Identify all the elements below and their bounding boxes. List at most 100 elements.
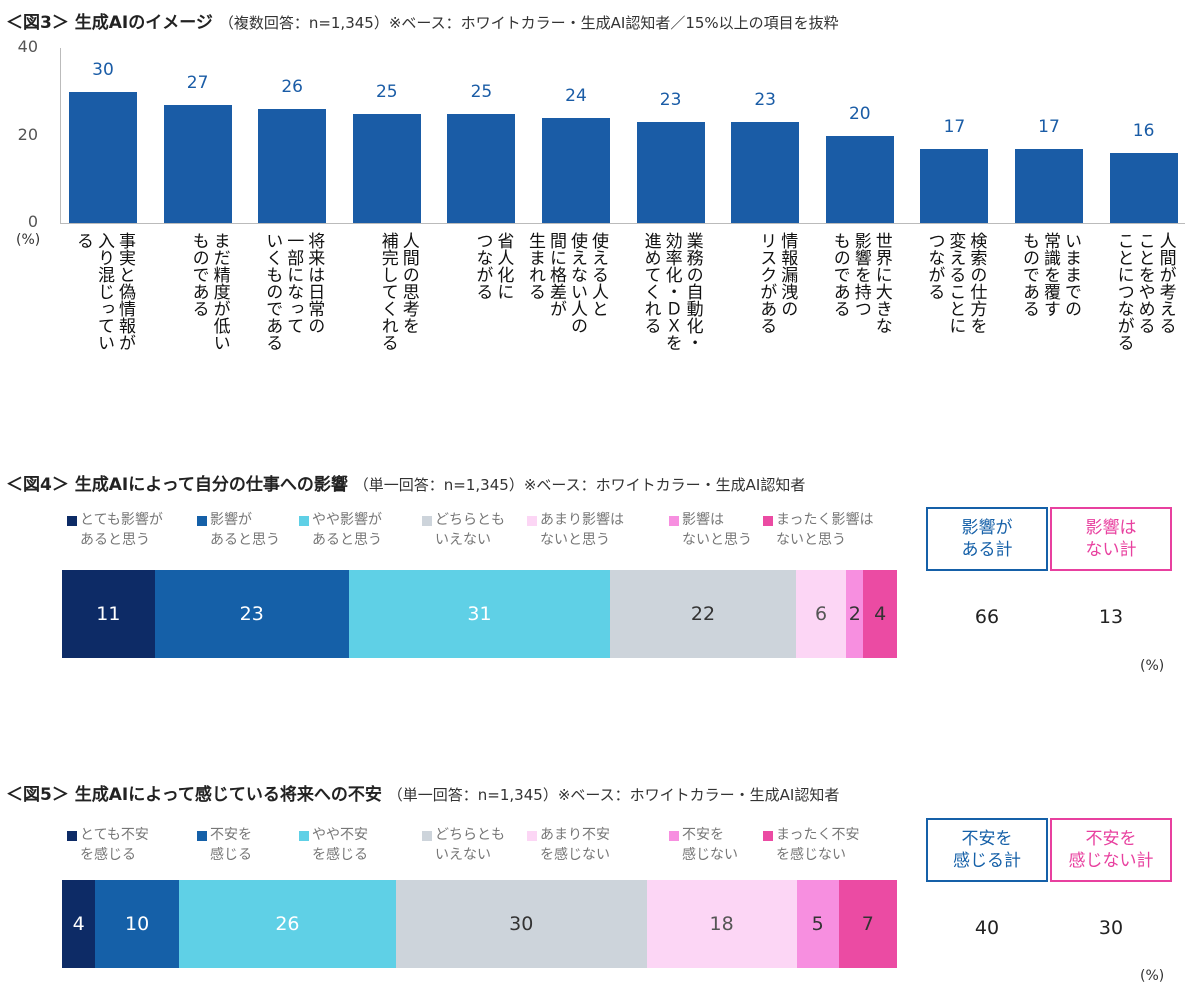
segment-value-label: 2 xyxy=(848,603,861,625)
fig5-subtitle: （単一回答：n=1,345）※ベース：ホワイトカラー・生成AI認知者 xyxy=(387,786,840,804)
fig3-data-label: 16 xyxy=(1132,121,1155,141)
legend-label: 影響が あると思う xyxy=(210,512,280,548)
bar-segment: 4 xyxy=(863,570,897,658)
total-header: 影響は ない計 xyxy=(1050,507,1172,571)
fig3-y-tick: 20 xyxy=(17,124,38,144)
segment-value-label: 22 xyxy=(690,603,716,625)
fig3-bar xyxy=(636,122,705,223)
bar-segment: 30 xyxy=(396,880,647,968)
legend-label: とても不安 を感じる xyxy=(80,827,149,863)
legend-item: どちらとも いえない xyxy=(422,510,505,550)
fig3-y-unit: (%) xyxy=(16,232,41,248)
fig3-data-label: 17 xyxy=(943,116,966,137)
legend-item: とても不安 を感じる xyxy=(67,825,149,865)
legend-label: 不安を 感じる xyxy=(210,827,252,863)
fig3-x-axis xyxy=(60,223,1185,224)
fig3-data-label: 27 xyxy=(186,72,209,93)
fig5-unit: (%) xyxy=(1140,968,1165,984)
fig3-bar xyxy=(1015,148,1083,223)
fig3-category-label: いままでの 常識を覆す ものである xyxy=(1019,232,1081,317)
legend-item: 不安を 感じる xyxy=(197,825,252,865)
segment-value-label: 18 xyxy=(709,913,734,935)
segment-value-label: 6 xyxy=(815,603,828,625)
fig5-title-main: ＜図5＞ 生成AIによって感じている将来への不安 xyxy=(6,785,382,805)
bar-segment: 26 xyxy=(178,880,396,968)
fig4-title: ＜図4＞ 生成AIによって自分の仕事への影響 （単一回答：n=1,345）※ベー… xyxy=(6,470,805,495)
legend-item: やや不安 を感じる xyxy=(299,825,368,865)
segment-value-label: 4 xyxy=(72,913,85,935)
fig3-data-label: 17 xyxy=(1038,116,1060,137)
legend-item: あまり影響は ないと思う xyxy=(527,510,624,550)
legend-item: 影響が あると思う xyxy=(197,510,280,550)
fig3-category-label: 業務の自動化・ 効率化・ＤＸを 進めてくれる xyxy=(640,232,703,351)
legend-swatch xyxy=(763,516,773,526)
legend-swatch xyxy=(669,831,679,841)
segment-value-label: 4 xyxy=(874,603,887,625)
legend-swatch xyxy=(299,516,309,526)
fig3-data-label: 26 xyxy=(281,77,303,98)
legend-item: 不安を 感じない xyxy=(669,825,738,865)
fig3-data-label: 24 xyxy=(565,86,587,106)
legend-label: やや影響が あると思う xyxy=(312,512,382,548)
legend-label: あまり影響は ないと思う xyxy=(540,512,624,548)
fig3-category-label: 世界に大きな 影響を持つ ものである xyxy=(829,232,892,334)
total-header: 影響が ある計 xyxy=(926,507,1048,571)
legend-label: まったく不安 を感じない xyxy=(776,827,860,863)
legend-swatch xyxy=(197,831,207,841)
total-header: 不安を 感じる計 xyxy=(926,818,1048,882)
fig3-category-label: 人間の思考を 補完してくれる xyxy=(377,232,419,351)
total-value: 66 xyxy=(974,606,1000,628)
legend-item: どちらとも いえない xyxy=(422,825,505,865)
legend-swatch xyxy=(527,831,537,841)
bar-segment: 11 xyxy=(62,570,155,658)
fig3-category-label: 将来は日常の 一部になって いくものである xyxy=(262,232,325,351)
total-value: 30 xyxy=(1098,917,1124,939)
fig3-bar xyxy=(542,118,610,223)
legend-item: まったく影響は ないと思う xyxy=(763,510,874,550)
legend-label: やや不安 を感じる xyxy=(312,827,368,863)
fig3-data-label: 23 xyxy=(659,90,682,111)
fig3-data-label: 25 xyxy=(375,81,398,102)
fig3-data-label: 25 xyxy=(470,81,493,102)
bar-segment: 10 xyxy=(95,880,179,968)
segment-value-label: 23 xyxy=(239,603,264,625)
fig3-y-tick: 40 xyxy=(17,37,38,56)
fig3-data-label: 20 xyxy=(848,103,871,124)
fig3-bar xyxy=(163,104,232,223)
bar-segment: 6 xyxy=(795,570,847,658)
fig3-bar xyxy=(920,148,989,223)
legend-label: 影響は ないと思う xyxy=(682,512,752,548)
fig3-bar xyxy=(825,135,894,223)
fig3-bar xyxy=(1109,153,1178,223)
total-value: 13 xyxy=(1098,606,1124,628)
legend-swatch xyxy=(422,516,432,526)
legend-swatch xyxy=(763,831,773,841)
fig5-title: ＜図5＞ 生成AIによって感じている将来への不安 （単一回答：n=1,345）※… xyxy=(6,780,839,805)
legend-swatch xyxy=(67,516,77,526)
fig3-category-label: まだ精度が低い ものである xyxy=(188,232,230,351)
bar-segment: 4 xyxy=(62,880,96,968)
fig3-bar xyxy=(69,91,137,223)
legend-item: とても影響が あると思う xyxy=(67,510,163,550)
segment-value-label: 26 xyxy=(275,913,300,935)
bar-segment: 18 xyxy=(646,880,797,968)
segment-value-label: 11 xyxy=(96,603,121,625)
fig3-category-label: 使える人と 使えない人の 間に格差が 生まれる xyxy=(525,232,608,334)
segment-value-label: 7 xyxy=(861,913,874,935)
fig3-y-tick: 0 xyxy=(27,212,38,231)
bar-segment: 5 xyxy=(796,880,839,968)
fig3-category-label: 省人化に つながる xyxy=(472,232,514,300)
fig3-y-axis xyxy=(60,48,61,224)
legend-swatch xyxy=(67,831,77,841)
fig3-data-label: 23 xyxy=(754,90,776,111)
fig3-bar xyxy=(258,109,327,223)
segment-value-label: 31 xyxy=(467,603,492,625)
segment-value-label: 10 xyxy=(125,913,150,935)
legend-label: あまり不安 を感じない xyxy=(540,827,610,863)
legend-item: まったく不安 を感じない xyxy=(763,825,860,865)
fig4-subtitle: （単一回答：n=1,345）※ベース：ホワイトカラー・生成AI認知者 xyxy=(353,476,806,494)
legend-label: まったく影響は ないと思う xyxy=(776,512,874,548)
fig3-bar xyxy=(731,122,800,223)
segment-value-label: 5 xyxy=(811,913,824,935)
legend-label: どちらとも いえない xyxy=(435,827,505,863)
